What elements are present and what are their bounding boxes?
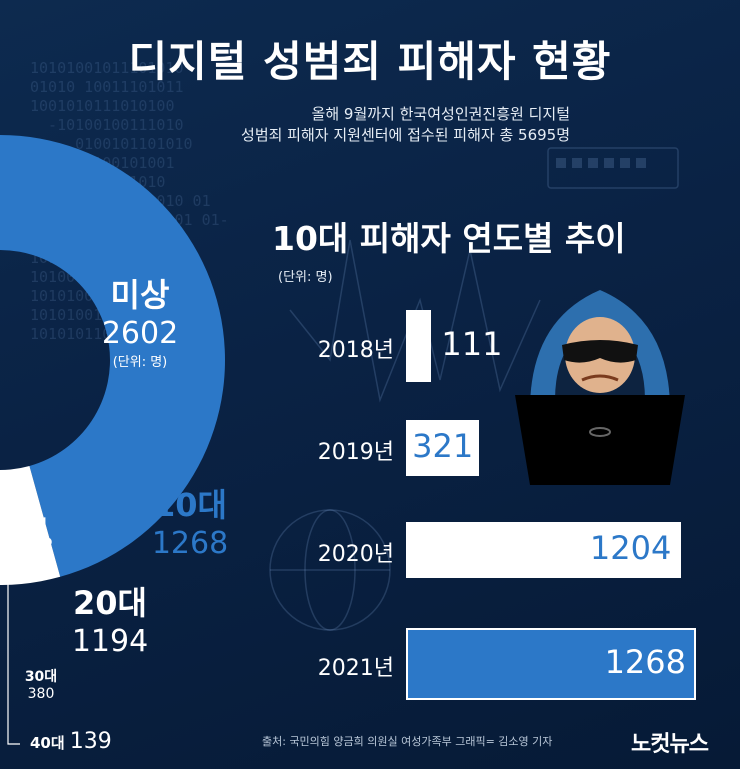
bar-1 <box>406 420 480 476</box>
page-title: 디지털 성범죄 피해자 현황 <box>128 37 612 86</box>
slice-value-20s: 1194 <box>71 624 149 659</box>
slice-value-30s: 380 <box>27 686 55 702</box>
yearly-chart-unit: (단위: 명) <box>278 270 333 285</box>
bar-year-label: 2019년 <box>317 440 394 465</box>
donut-slice-1 <box>0 465 61 585</box>
donut-slice-0 <box>0 135 226 577</box>
slice-name-50s: 50대 <box>12 516 47 534</box>
source-credit: 출처: 국민의힘 양금희 의원실 여성가족부 그래픽= 김소영 기자 <box>262 735 553 748</box>
bar-year-label: 2020년 <box>317 542 394 567</box>
slice-label-20s: 20대 1194 <box>40 578 180 659</box>
subtitle-line-1: 올해 9월까지 한국여성인권진흥원 디지털 <box>311 105 570 123</box>
page-subtitle: 올해 9월까지 한국여성인권진흥원 디지털 성범죄 피해자 지원센터에 접수된 … <box>170 104 570 146</box>
bar-value-label: 1268 <box>604 643 686 681</box>
yearly-chart-title: 10대 피해자 연도별 추이 <box>272 219 626 258</box>
slice-label-50s: 50대 112 <box>12 514 72 560</box>
bar-value-label: 321 <box>412 427 474 465</box>
slice-label-unknown: 미상 2602 (단위: 명) <box>70 270 210 370</box>
leader-line <box>7 552 20 745</box>
slice-name-unknown: 미상 <box>110 276 170 314</box>
slice-name-40s: 40대 <box>30 734 65 752</box>
slice-name-30s: 30대 <box>24 669 58 685</box>
slice-value-unknown: 2602 <box>101 316 179 351</box>
bar-3 <box>406 628 696 700</box>
hacker-illustration <box>515 290 685 485</box>
slice-label-teens: 10대 1268 <box>120 480 260 561</box>
slice-name-teens: 10대 <box>153 486 227 524</box>
slice-name-20s: 20대 <box>73 584 147 622</box>
slice-value-40s: 139 <box>69 729 112 754</box>
slice-label-30s: 30대 380 <box>18 666 64 702</box>
bar-0 <box>406 310 432 382</box>
bar-value-label: 1204 <box>589 529 672 567</box>
bar-year-label: 2018년 <box>317 338 394 363</box>
bar-year-label: 2021년 <box>317 656 394 681</box>
bar-2 <box>406 522 682 578</box>
slice-unit-label: (단위: 명) <box>112 355 168 370</box>
subtitle-line-2: 성범죄 피해자 지원센터에 접수된 피해자 총 5695명 <box>241 126 570 144</box>
slice-value-teens: 1268 <box>151 526 229 561</box>
bar-value-label: 111 <box>441 325 503 363</box>
nocut-news-logo: 노컷뉴스 <box>631 732 709 757</box>
slice-label-40s: 40대 139 <box>30 729 150 754</box>
slice-value-50s: 112 <box>12 535 54 560</box>
